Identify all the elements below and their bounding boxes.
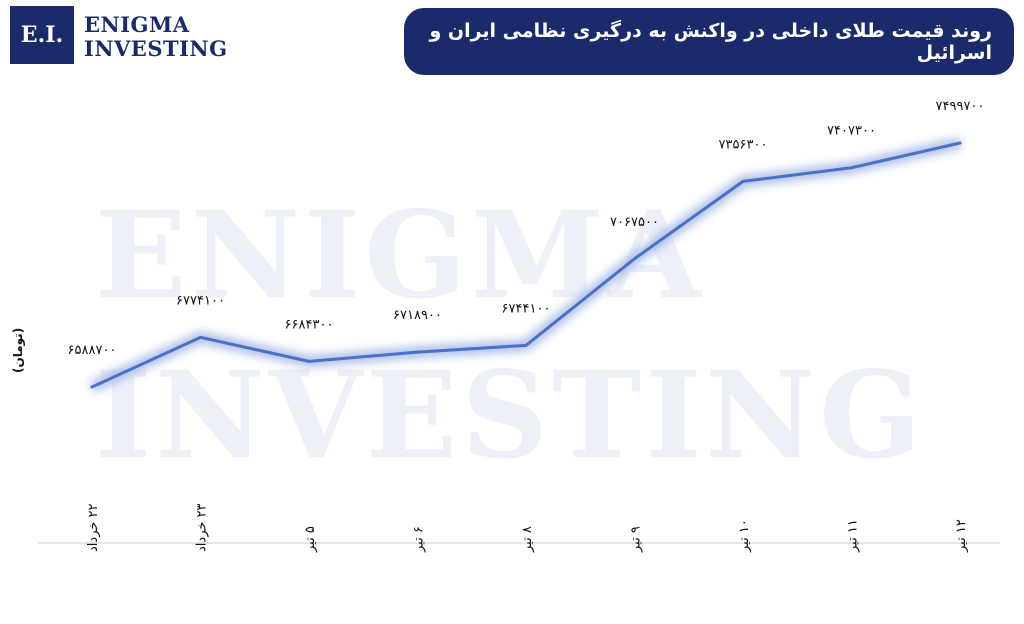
logo-mark: E.I. xyxy=(10,6,74,64)
data-point xyxy=(524,343,528,347)
x-tick-label: ۸ تیر xyxy=(520,526,535,553)
data-point xyxy=(416,350,419,354)
data-label: ۶۶۸۴۳۰۰ xyxy=(285,317,334,332)
watermark-line2: INVESTING xyxy=(95,345,926,486)
data-label: ۷۰۶۷۵۰۰ xyxy=(610,215,659,230)
x-tick-label: ۱۱ تیر xyxy=(846,519,861,553)
data-label: ۷۳۵۶۳۰۰ xyxy=(719,137,768,152)
logo-text-line1: ENIGMA xyxy=(84,12,190,37)
data-point xyxy=(741,179,745,183)
x-tick-label: ۲۲ خرداد xyxy=(86,503,101,552)
x-tick-label: ۱۲ تیر xyxy=(954,519,969,553)
data-point xyxy=(850,166,853,170)
data-point xyxy=(90,385,94,389)
data-label: ۶۷۱۸۹۰۰ xyxy=(393,308,442,323)
data-point xyxy=(958,141,962,145)
data-label: ۷۴۰۷۳۰۰ xyxy=(827,124,876,139)
data-point xyxy=(307,359,311,363)
logo-text-line2: INVESTING xyxy=(84,36,228,61)
x-tick-label: ۲۳ خرداد xyxy=(195,503,210,552)
x-tick-label: ۵ تیر xyxy=(303,526,318,553)
series-line xyxy=(90,141,962,389)
logo: E.I. ENIGMA INVESTING xyxy=(10,6,227,64)
data-label: ۶۷۴۴۱۰۰ xyxy=(502,301,551,316)
data-point xyxy=(633,257,636,261)
x-tick-label: ۱۰ تیر xyxy=(737,519,752,553)
data-label: ۶۷۷۴۱۰۰ xyxy=(176,293,225,308)
data-label: ۶۵۸۸۷۰۰ xyxy=(68,343,117,358)
series-line-glow xyxy=(89,138,962,392)
x-tick-label: ۶ تیر xyxy=(412,526,427,553)
watermark-line1: ENIGMA xyxy=(95,185,705,326)
data-label: ۷۴۹۹۷۰۰ xyxy=(936,99,985,114)
chart-title: روند قیمت طلای داخلی در واکنش به درگیری … xyxy=(404,8,1014,75)
x-tick-label: ۹ تیر xyxy=(629,526,644,553)
data-point xyxy=(199,335,202,339)
